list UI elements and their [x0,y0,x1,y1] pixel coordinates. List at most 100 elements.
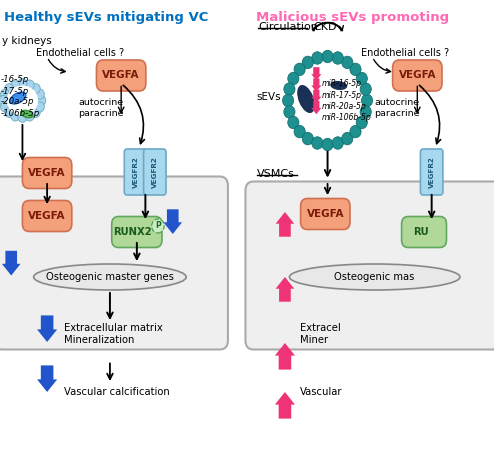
Circle shape [18,112,27,122]
Ellipse shape [6,86,38,116]
Polygon shape [312,90,322,103]
Text: -106b-5p: -106b-5p [1,109,40,117]
Circle shape [284,106,295,118]
Text: y kidneys: y kidneys [2,35,52,45]
Circle shape [322,50,333,63]
Polygon shape [312,78,322,92]
Polygon shape [275,343,295,370]
Text: -17-5p: -17-5p [1,87,29,96]
Text: VEGFR2: VEGFR2 [152,156,158,188]
Text: Circulation: Circulation [258,22,318,32]
Circle shape [294,125,305,138]
Text: VEGFA: VEGFA [306,209,344,219]
Text: Osteogenic master genes: Osteogenic master genes [46,272,174,282]
Text: Malicious sEVs promoting: Malicious sEVs promoting [256,10,449,24]
Text: miR-16-5p: miR-16-5p [322,79,362,88]
Circle shape [10,80,20,90]
Circle shape [360,83,372,96]
Text: autocrine
paracrine: autocrine paracrine [78,98,124,118]
Text: RUNX2: RUNX2 [113,227,152,237]
FancyArrowPatch shape [374,59,390,73]
Circle shape [25,80,34,90]
Polygon shape [276,212,294,237]
Circle shape [360,106,372,118]
Circle shape [152,219,164,233]
Text: miR-106b-5p: miR-106b-5p [322,113,372,122]
Circle shape [0,96,8,106]
Ellipse shape [10,92,26,104]
Polygon shape [275,392,295,419]
Text: Vascular calcification: Vascular calcification [64,387,170,397]
Circle shape [342,132,353,145]
Circle shape [302,56,314,69]
Text: Osteogenic mas: Osteogenic mas [334,272,415,282]
Circle shape [0,89,10,99]
Circle shape [322,138,333,151]
Circle shape [25,111,34,121]
Polygon shape [164,209,182,234]
Text: VEGFA: VEGFA [102,71,140,81]
FancyArrowPatch shape [124,85,144,144]
Text: -20a-5p: -20a-5p [1,97,34,106]
Text: autocrine
paracrine: autocrine paracrine [374,98,420,118]
Circle shape [36,102,44,112]
FancyArrowPatch shape [48,59,65,73]
Text: VEGFR2: VEGFR2 [428,156,434,188]
Text: VEGFR2: VEGFR2 [132,156,138,188]
Circle shape [4,107,14,117]
Circle shape [342,56,353,69]
Circle shape [350,63,361,76]
Polygon shape [2,251,21,275]
Text: P: P [155,222,161,231]
Polygon shape [37,366,57,392]
Circle shape [294,63,305,76]
Ellipse shape [34,264,186,290]
Circle shape [294,63,361,138]
Text: miR-17-5p: miR-17-5p [322,91,362,100]
Text: Healthy sEVs mitigating VC: Healthy sEVs mitigating VC [4,10,209,24]
FancyBboxPatch shape [144,149,166,195]
Text: Extracellular matrix
Mineralization: Extracellular matrix Mineralization [64,323,162,345]
Text: VEGFA: VEGFA [28,211,66,221]
Circle shape [37,96,46,106]
Text: Endothelial cells ?: Endothelial cells ? [361,48,450,58]
FancyBboxPatch shape [22,201,72,231]
Circle shape [312,52,323,64]
Polygon shape [312,101,322,114]
Circle shape [302,132,314,145]
Text: VSMCs: VSMCs [256,169,294,179]
Circle shape [332,137,344,149]
Text: Extracel
Miner: Extracel Miner [300,323,341,345]
Text: VEGFA: VEGFA [398,71,436,81]
Circle shape [282,94,294,107]
Circle shape [0,102,10,112]
Text: VEGFA: VEGFA [28,168,66,178]
Text: Vascular: Vascular [300,387,342,397]
Circle shape [288,116,299,129]
Circle shape [356,116,368,129]
Text: miR-20a-5p: miR-20a-5p [322,102,366,111]
FancyBboxPatch shape [0,177,228,350]
Text: Endothelial cells ?: Endothelial cells ? [36,48,124,58]
Text: -16-5p: -16-5p [1,76,29,85]
Circle shape [362,94,372,107]
FancyBboxPatch shape [300,198,350,230]
Ellipse shape [290,264,460,290]
Circle shape [18,79,27,89]
Polygon shape [37,315,57,342]
FancyBboxPatch shape [22,158,72,188]
Circle shape [288,72,299,85]
Ellipse shape [297,85,315,113]
FancyBboxPatch shape [96,60,146,91]
FancyBboxPatch shape [246,182,500,350]
Circle shape [4,84,14,94]
Polygon shape [312,67,322,81]
Polygon shape [276,277,294,302]
Circle shape [284,83,295,96]
FancyBboxPatch shape [392,60,442,91]
FancyBboxPatch shape [402,217,446,247]
Circle shape [350,125,361,138]
Circle shape [32,107,40,117]
Circle shape [10,111,20,121]
Circle shape [356,72,368,85]
